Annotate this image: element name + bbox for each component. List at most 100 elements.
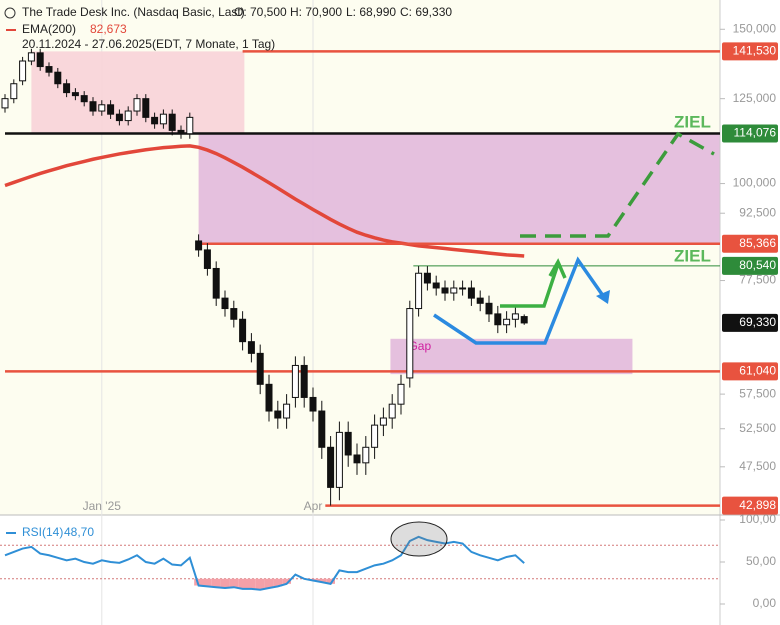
background-layer — [0, 0, 725, 625]
rsi-oversold — [220, 578, 230, 589]
level-label: 85,366 — [739, 236, 776, 250]
title: The Trade Desk Inc. (Nasdaq Basic, Last) — [22, 5, 245, 19]
period-note: (EDT, 7 Monate, 1 Tag) — [152, 37, 275, 51]
candle-body — [467, 287, 475, 299]
rsi-oversold — [238, 578, 247, 589]
level-label: 42,898 — [739, 498, 776, 512]
candle-body — [71, 92, 79, 97]
candle-body — [54, 71, 62, 85]
rsi-tick-label: 50,00 — [746, 554, 776, 568]
rsi-oversold — [203, 578, 212, 587]
level-badge — [722, 362, 778, 381]
y-tick-label: 150,000 — [733, 21, 777, 35]
candle-body — [186, 116, 194, 135]
candle-body — [10, 83, 18, 100]
target-arrow-dashed — [520, 131, 715, 238]
rsi-oversold — [317, 578, 327, 583]
rsi-legend: RSI(14) — [22, 525, 63, 539]
candle-body — [115, 113, 123, 122]
rsi-oversold — [326, 578, 335, 584]
level-label: 114,076 — [734, 126, 777, 140]
level-badge — [722, 496, 778, 515]
candle-body — [415, 272, 423, 310]
candle-body — [247, 341, 255, 354]
level-label: 141,530 — [733, 44, 777, 58]
candle-body — [124, 110, 132, 122]
candle-body — [327, 446, 335, 488]
blue-arrow — [433, 256, 608, 345]
x-tick-label: Jan '25 — [83, 499, 122, 513]
zone — [198, 133, 720, 244]
level-badge — [722, 256, 778, 275]
candle-body — [300, 364, 308, 398]
candle-body — [133, 98, 141, 112]
quote: C: 69,330 — [400, 5, 452, 19]
green-arrow — [500, 263, 560, 308]
period: 20.11.2024 - 27.06.2025 — [22, 37, 152, 51]
candle-body — [107, 104, 115, 115]
candle-body — [159, 113, 167, 125]
candle-body — [230, 308, 238, 320]
candle-body — [256, 352, 264, 385]
candle-body — [27, 52, 35, 62]
y-tick-label: 57,500 — [739, 386, 776, 400]
candle-body — [212, 267, 220, 299]
candle-body — [335, 431, 343, 488]
level-label: 61,040 — [739, 364, 776, 378]
level-label: 80,540 — [739, 258, 776, 272]
rsi-oversold — [211, 578, 221, 588]
candle-body — [309, 396, 317, 412]
level-badge — [722, 313, 778, 332]
candle-body — [291, 364, 299, 398]
y-tick-label: 47,500 — [739, 459, 776, 473]
annotation: ZIEL — [674, 112, 711, 131]
candle-body — [503, 318, 511, 326]
rsi-line — [4, 535, 525, 591]
candle-body — [494, 313, 502, 326]
candle-body — [423, 272, 431, 284]
candle-body — [511, 313, 519, 320]
candle-body — [221, 297, 229, 310]
quote: H: 70,900 — [290, 5, 342, 19]
candle-body — [379, 417, 387, 426]
candle-body — [45, 66, 53, 73]
candle-body — [459, 287, 467, 290]
candle-body — [203, 249, 211, 269]
candle-body — [318, 410, 326, 448]
candle-body — [168, 113, 176, 131]
y-tick-label: 100,000 — [733, 176, 777, 190]
candle-body — [432, 282, 440, 289]
level-badge — [722, 234, 778, 253]
rsi-last: 48,70 — [64, 525, 94, 539]
rsi-tick-label: 0,00 — [753, 596, 777, 610]
ema-last: 82,673 — [90, 22, 127, 36]
ema-legend: EMA(200) — [22, 22, 76, 36]
candle-body — [520, 316, 528, 324]
candle-body — [476, 297, 484, 304]
rsi-highlight — [390, 521, 448, 557]
candle-body — [177, 129, 185, 135]
y-tick-label: 77,500 — [739, 273, 776, 287]
green-arrowhead — [548, 258, 567, 279]
level-badge — [722, 42, 778, 61]
candle-body — [195, 240, 203, 251]
y-tick-label: 92,500 — [739, 205, 776, 219]
candle-body — [362, 446, 370, 464]
candle-body — [265, 383, 273, 412]
candle-body — [142, 98, 150, 118]
candle-body — [283, 403, 291, 419]
rsi-oversold — [247, 578, 256, 589]
candle-body — [485, 302, 493, 315]
candle-body — [98, 104, 106, 112]
quote: L: 68,990 — [346, 5, 396, 19]
zone-label: Gap — [408, 339, 431, 353]
icon — [4, 7, 16, 19]
candle-body — [80, 95, 88, 103]
candle-body — [63, 83, 71, 94]
level-label: 69,330 — [739, 315, 776, 329]
candle-body — [450, 287, 458, 294]
blue-arrowhead — [596, 290, 610, 304]
ema-line — [4, 144, 525, 258]
